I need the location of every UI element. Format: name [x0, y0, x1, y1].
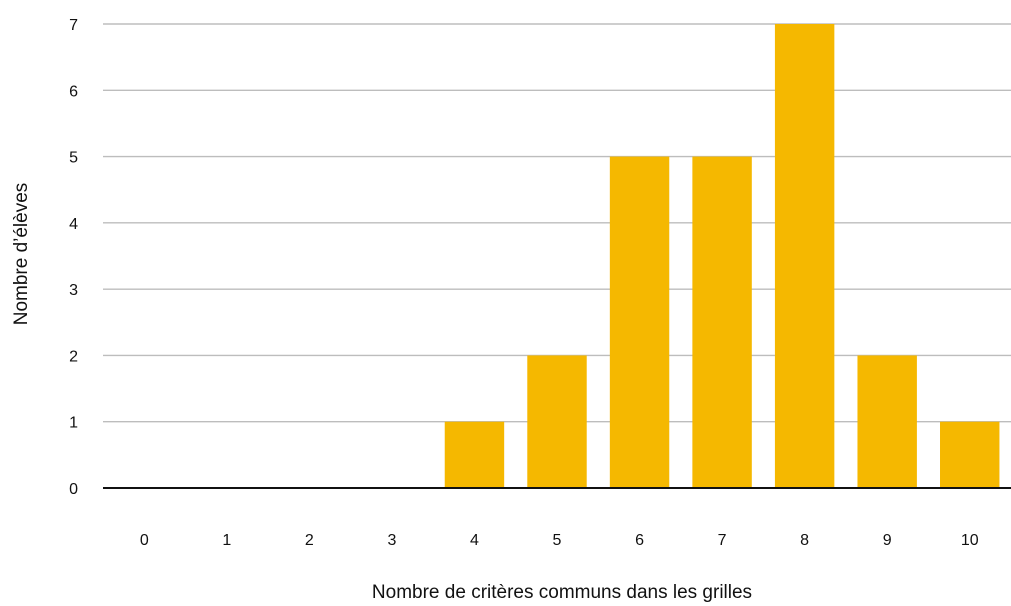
bar-7: [692, 156, 752, 489]
y-tick-label-2: 2: [69, 348, 78, 365]
bars: [444, 24, 1000, 489]
y-tick-label-5: 5: [69, 150, 78, 167]
bar-8: [774, 24, 835, 488]
y-axis-title: Nombre d’élèves: [11, 183, 32, 326]
y-tick-label-6: 6: [69, 83, 78, 100]
x-tick-labels: 0 1 2 3 4 5 6 7 8 9 10: [140, 532, 979, 549]
y-tick-label-3: 3: [69, 282, 78, 299]
bar-6: [609, 156, 670, 489]
x-tick-label-1: 1: [222, 532, 231, 549]
x-tick-label-5: 5: [553, 532, 562, 549]
bar-9: [857, 355, 917, 488]
y-tick-label-4: 4: [69, 216, 78, 233]
bar-4: [444, 421, 505, 488]
bar-5: [527, 355, 587, 488]
x-tick-label-0: 0: [140, 532, 149, 549]
x-tick-label-8: 8: [800, 532, 809, 549]
x-tick-label-4: 4: [470, 532, 479, 549]
y-tick-labels: 0 1 2 3 4 5 6 7: [69, 17, 78, 498]
x-tick-label-2: 2: [305, 532, 314, 549]
x-tick-label-6: 6: [635, 532, 644, 549]
x-axis-title: Nombre de critères communs dans les gril…: [372, 582, 752, 603]
bar-10: [940, 421, 1000, 488]
gridlines: [103, 23, 1011, 423]
x-tick-label-9: 9: [883, 532, 892, 549]
y-tick-label-7: 7: [69, 17, 78, 34]
x-tick-label-3: 3: [387, 532, 396, 549]
y-tick-label-0: 0: [69, 481, 78, 498]
x-tick-label-7: 7: [718, 532, 727, 549]
x-tick-label-10: 10: [961, 532, 979, 549]
y-tick-label-1: 1: [69, 415, 78, 432]
